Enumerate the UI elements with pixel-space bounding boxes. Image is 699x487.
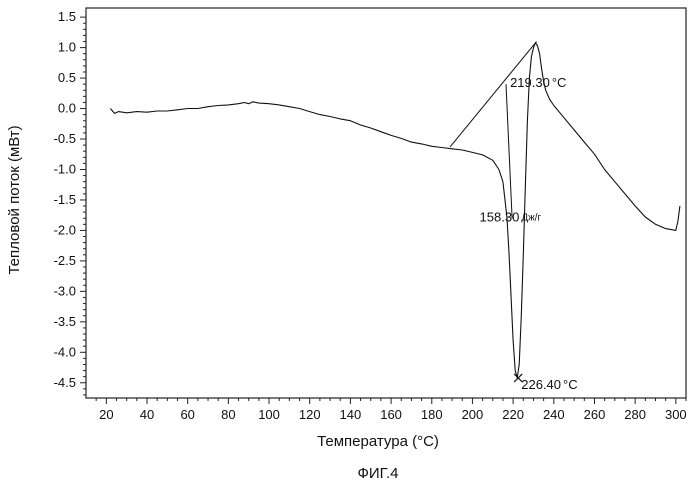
- y-tick-label: 1.5: [58, 9, 76, 24]
- annotation-unit: °C: [563, 377, 578, 392]
- x-tick-label: 140: [340, 407, 362, 422]
- x-tick-label: 240: [543, 407, 565, 422]
- x-tick-label: 120: [299, 407, 321, 422]
- x-tick-label: 180: [421, 407, 443, 422]
- y-tick-label: -4.0: [54, 344, 76, 359]
- x-tick-label: 260: [584, 407, 606, 422]
- annotation-unit: Дж/г: [521, 212, 541, 223]
- y-axis-label: Тепловой поток (мВт): [6, 125, 23, 274]
- annotation-label: 158.30Дж/г: [480, 209, 542, 224]
- axes-frame: [86, 8, 686, 398]
- y-tick-label: 1.0: [58, 40, 76, 55]
- y-tick-label: 0.5: [58, 70, 76, 85]
- y-tick-label: 0.0: [58, 101, 76, 116]
- x-tick-label: 100: [258, 407, 280, 422]
- x-tick-label: 280: [624, 407, 646, 422]
- annotation-value: 226.40: [521, 377, 561, 392]
- x-tick-label: 200: [462, 407, 484, 422]
- annotation-value: 158.30: [480, 209, 520, 224]
- annotation-label: 226.40°C: [521, 377, 577, 392]
- x-tick-label: 300: [665, 407, 687, 422]
- x-tick-label: 160: [380, 407, 402, 422]
- y-tick-label: -3.5: [54, 314, 76, 329]
- plot-area: 219.30°C158.30Дж/г226.40°C: [110, 42, 680, 392]
- x-tick-label: 60: [180, 407, 194, 422]
- y-tick-label: -4.5: [54, 375, 76, 390]
- x-tick-label: 20: [99, 407, 113, 422]
- y-tick-label: -2.0: [54, 222, 76, 237]
- y-tick-label: -3.0: [54, 283, 76, 298]
- annotation-unit: °C: [552, 75, 567, 90]
- x-tick-label: 80: [221, 407, 235, 422]
- y-tick-label: -0.5: [54, 131, 76, 146]
- annotation-value: 219.30: [510, 75, 550, 90]
- x-tick-label: 220: [502, 407, 524, 422]
- x-axis-label: Температура (°C): [317, 433, 439, 450]
- annotation-label: 219.30°C: [510, 75, 566, 90]
- baseline-line: [450, 42, 536, 147]
- y-tick-label: -1.5: [54, 192, 76, 207]
- x-tick-label: 40: [140, 407, 154, 422]
- integration-line: [506, 84, 512, 218]
- axis-ticks: 20 40 60 80 100 120 140 160 180 200 220 240 260 280 30…: [54, 9, 687, 422]
- y-tick-label: -2.5: [54, 253, 76, 268]
- dsc-curve: [110, 43, 680, 378]
- figure-caption: ФИГ.4: [358, 465, 399, 482]
- y-tick-label: -1.0: [54, 161, 76, 176]
- plot-frame: [86, 8, 686, 398]
